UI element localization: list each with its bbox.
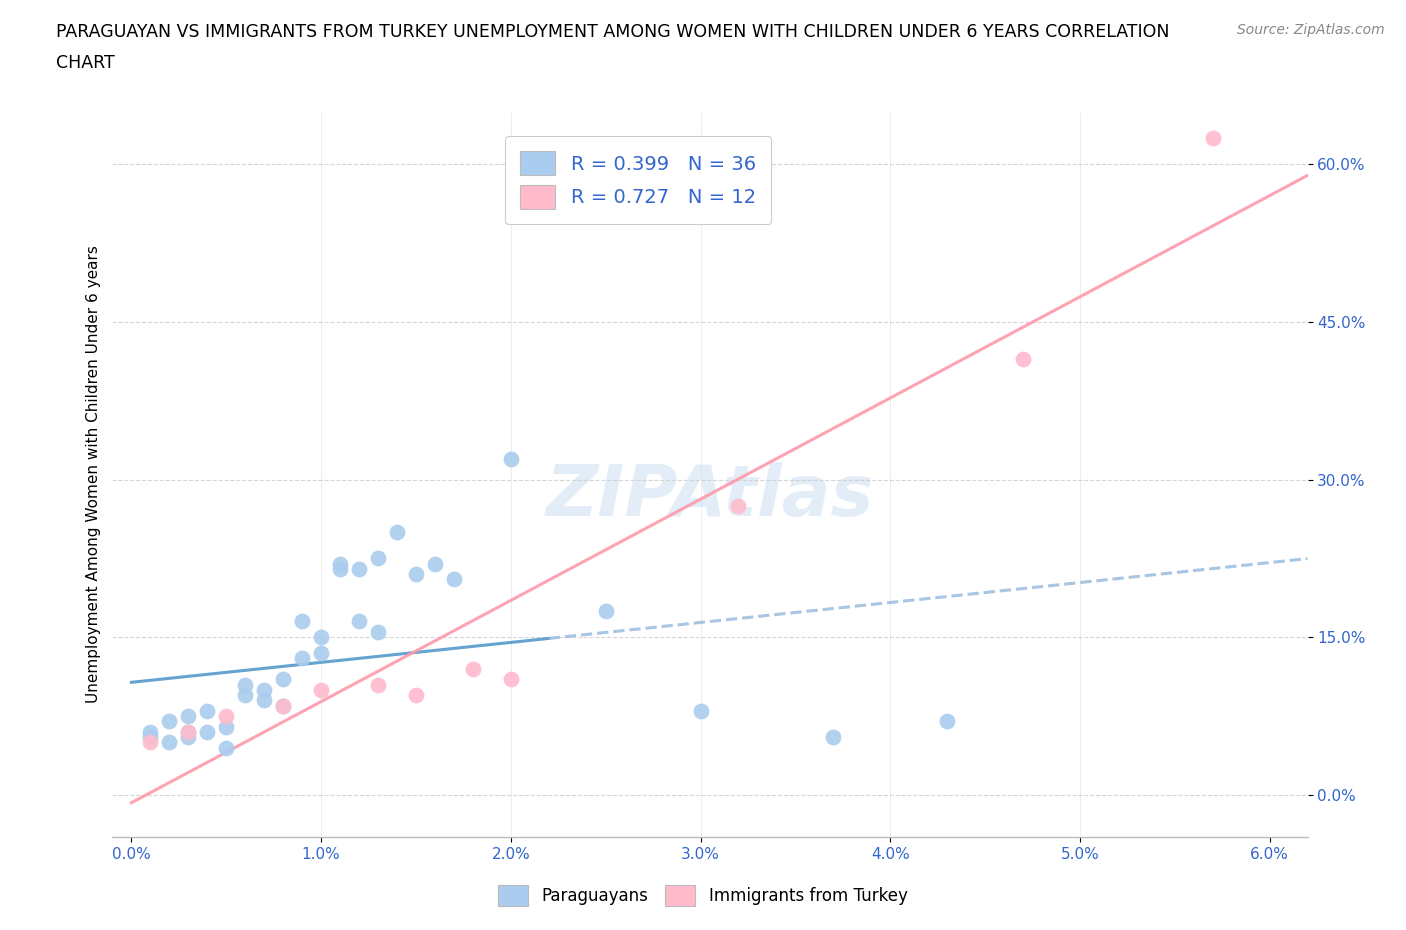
Point xyxy=(177,724,200,739)
Point xyxy=(727,498,749,513)
Point xyxy=(443,572,465,587)
Point xyxy=(595,604,617,618)
Point xyxy=(405,566,427,581)
Point xyxy=(195,724,218,739)
Point xyxy=(215,719,238,734)
Point xyxy=(309,630,332,644)
Y-axis label: Unemployment Among Women with Children Under 6 years: Unemployment Among Women with Children U… xyxy=(86,246,101,703)
Point xyxy=(139,730,162,745)
Point xyxy=(233,677,256,692)
Text: Source: ZipAtlas.com: Source: ZipAtlas.com xyxy=(1237,23,1385,37)
Point xyxy=(271,671,294,686)
Point xyxy=(215,740,238,755)
Point xyxy=(253,683,276,698)
Point xyxy=(329,562,352,577)
Point xyxy=(233,687,256,702)
Point xyxy=(309,683,332,698)
Point xyxy=(689,703,711,718)
Point xyxy=(195,703,218,718)
Point xyxy=(823,730,845,745)
Point xyxy=(139,735,162,750)
Point xyxy=(1012,352,1035,366)
Point xyxy=(367,677,389,692)
Point xyxy=(157,735,180,750)
Point xyxy=(271,698,294,713)
Text: ZIPAtlas: ZIPAtlas xyxy=(546,461,875,530)
Point xyxy=(329,556,352,571)
Point xyxy=(499,451,522,466)
Text: PARAGUAYAN VS IMMIGRANTS FROM TURKEY UNEMPLOYMENT AMONG WOMEN WITH CHILDREN UNDE: PARAGUAYAN VS IMMIGRANTS FROM TURKEY UNE… xyxy=(56,23,1170,41)
Point xyxy=(405,687,427,702)
Point xyxy=(215,709,238,724)
Point xyxy=(461,661,484,676)
Text: CHART: CHART xyxy=(56,54,115,72)
Point xyxy=(347,614,370,629)
Point xyxy=(385,525,408,539)
Point xyxy=(347,562,370,577)
Point xyxy=(271,698,294,713)
Legend: R = 0.399   N = 36, R = 0.727   N = 12: R = 0.399 N = 36, R = 0.727 N = 12 xyxy=(505,136,772,224)
Point xyxy=(423,556,446,571)
Point xyxy=(177,709,200,724)
Point xyxy=(499,671,522,686)
Point xyxy=(936,714,959,729)
Legend: Paraguayans, Immigrants from Turkey: Paraguayans, Immigrants from Turkey xyxy=(492,879,914,912)
Point xyxy=(309,645,332,660)
Point xyxy=(291,651,314,666)
Point xyxy=(139,724,162,739)
Point xyxy=(177,730,200,745)
Point xyxy=(157,714,180,729)
Point xyxy=(367,551,389,565)
Point xyxy=(253,693,276,708)
Point xyxy=(291,614,314,629)
Point xyxy=(1202,130,1225,145)
Point xyxy=(367,625,389,640)
Point xyxy=(177,724,200,739)
